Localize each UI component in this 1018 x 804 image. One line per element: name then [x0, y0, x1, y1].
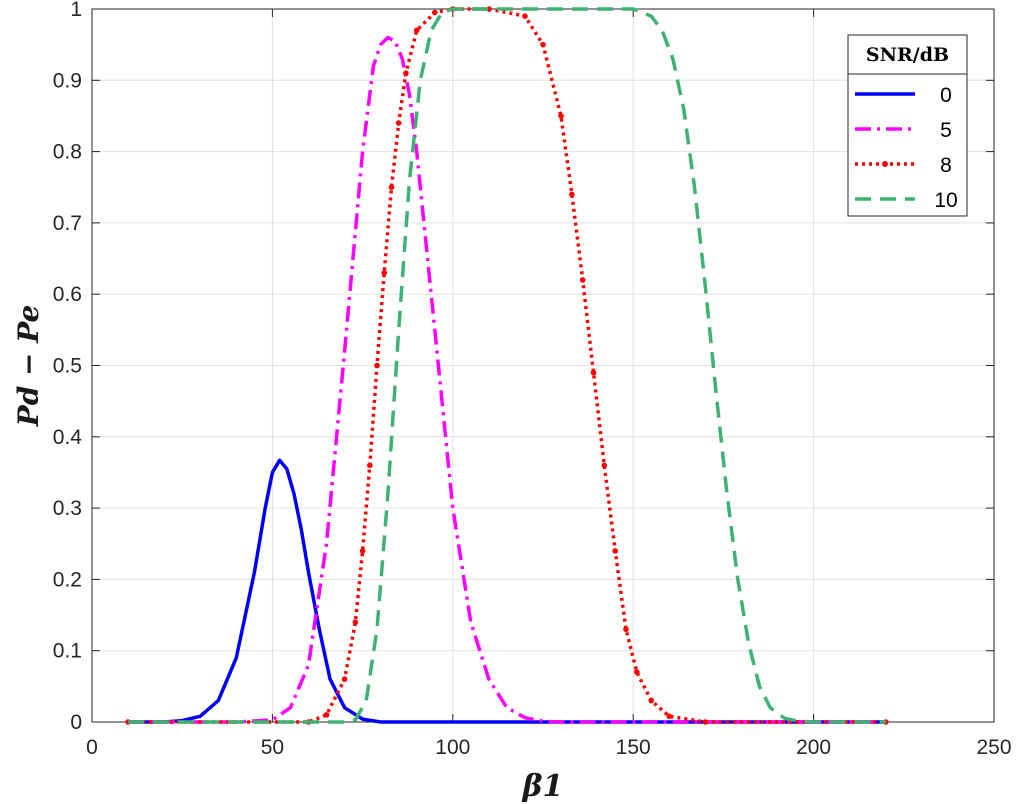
series-8-point-17: [540, 41, 546, 48]
series-8-point-22: [601, 462, 608, 469]
legend-box: [847, 34, 968, 217]
series-8-point-2: [323, 712, 330, 718]
y-tick-label-3: 0.3: [53, 497, 82, 520]
legend-label-0: 0: [940, 84, 952, 107]
series-8-point-5: [359, 548, 366, 554]
legend-marker-8: [882, 161, 888, 167]
series-8-point-4: [352, 619, 359, 625]
y-tick-label-4: 0.4: [53, 426, 83, 449]
series-8-point-3: [341, 676, 348, 683]
x-axis-label: β1: [522, 769, 564, 804]
series-8-point-6: [367, 462, 373, 469]
x-tick-label-0: 0: [86, 736, 98, 759]
series-8-point-16: [522, 13, 528, 19]
x-tick-label-3: 150: [616, 736, 651, 759]
legend-label-5: 5: [940, 119, 952, 142]
series-10: [127, 7, 886, 724]
y-tick-label-2: 0.2: [53, 568, 82, 591]
series-8-point-20: [579, 277, 586, 283]
legend-label-10: 10: [934, 189, 957, 212]
series-8-point-26: [648, 697, 655, 704]
series-8-point-13: [431, 9, 438, 16]
y-tick-label-7: 0.7: [53, 212, 82, 235]
series-8-point-25: [634, 669, 640, 675]
series-8-point-28: [702, 719, 709, 725]
x-tick-label-4: 200: [796, 736, 831, 759]
y-axis-label: Pd − Pe: [12, 305, 45, 428]
y-tick-label-0: 0: [70, 711, 82, 734]
series-line-5: [128, 35, 886, 724]
x-tick-label-2: 100: [435, 736, 470, 759]
series-5: [127, 35, 886, 724]
series-0: [127, 458, 886, 724]
y-tick-label-9: 0.9: [53, 69, 82, 92]
y-tick-label-6: 0.6: [53, 283, 82, 306]
x-tick-label-5: 250: [976, 736, 1011, 759]
series-8-point-9: [388, 184, 395, 191]
y-axis-ticks: 0 0.1 0.2 0.3 0.4 0.5 0.6 0.7 0.8 0.9 1: [53, 0, 994, 734]
series-8-point-11: [403, 70, 409, 76]
series-8-point-27: [666, 713, 673, 720]
legend: SNR/dB 0 5 8 10: [847, 34, 968, 217]
series-8-point-12: [413, 27, 420, 34]
series-8-point-19: [569, 191, 575, 198]
series-8-point-7: [374, 362, 380, 369]
series-line-0: [128, 458, 886, 724]
y-tick-label-10: 1: [70, 0, 82, 21]
y-tick-label-1: 0.1: [53, 640, 82, 663]
legend-title: SNR/dB: [866, 44, 949, 66]
x-tick-label-1: 50: [261, 736, 284, 759]
x-axis-ticks: 0 50 100 150 200 250: [86, 9, 1012, 759]
legend-items: 0 5 8 10: [855, 84, 958, 212]
series-8-point-24: [623, 626, 629, 633]
y-tick-label-8: 0.8: [53, 141, 82, 164]
series-8-point-18: [558, 113, 564, 119]
series-8-point-21: [590, 369, 597, 376]
series-layer: [125, 6, 889, 725]
legend-label-8: 8: [940, 154, 952, 177]
series-line-10: [128, 7, 886, 724]
series-8-point-23: [612, 548, 618, 554]
series-8-point-10: [395, 120, 402, 126]
series-8-point-8: [381, 270, 388, 276]
series-line-8: [128, 7, 886, 724]
y-tick-label-5: 0.5: [53, 355, 82, 378]
